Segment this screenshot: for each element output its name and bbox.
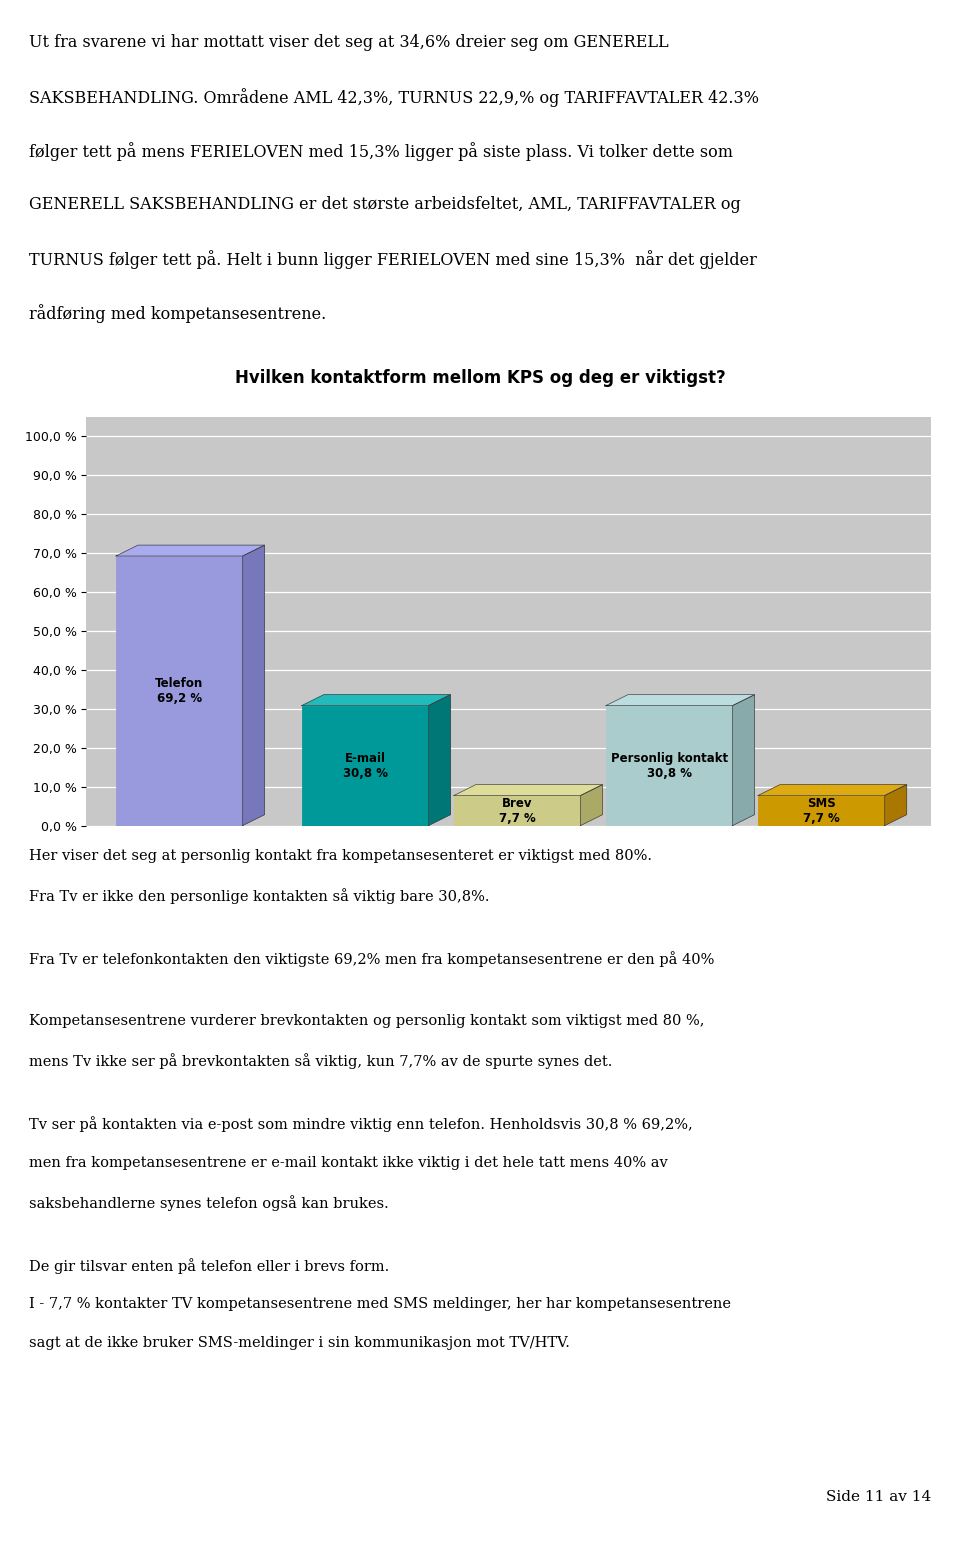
Text: Hvilken kontaktform mellom KPS og deg er viktigst?: Hvilken kontaktform mellom KPS og deg er… <box>234 369 726 387</box>
Text: Ut fra svarene vi har mottatt viser det seg at 34,6% dreier seg om GENERELL: Ut fra svarene vi har mottatt viser det … <box>29 34 668 51</box>
Text: Side 11 av 14: Side 11 av 14 <box>826 1489 931 1504</box>
Bar <box>454 796 581 826</box>
Bar <box>606 705 732 826</box>
Text: Tv ser på kontakten via e-post som mindre viktig enn telefon. Henholdsvis 30,8 %: Tv ser på kontakten via e-post som mindr… <box>29 1117 692 1133</box>
Text: Fra Tv er telefonkontakten den viktigste 69,2% men fra kompetansesentrene er den: Fra Tv er telefonkontakten den viktigste… <box>29 950 714 967</box>
Polygon shape <box>606 694 755 705</box>
Text: Brev
7,7 %: Brev 7,7 % <box>499 796 536 824</box>
Polygon shape <box>454 784 603 796</box>
Text: Telefon
69,2 %: Telefon 69,2 % <box>156 677 204 705</box>
Bar <box>758 796 885 826</box>
Polygon shape <box>885 784 906 826</box>
Bar <box>116 555 243 826</box>
Polygon shape <box>428 694 450 826</box>
Text: saksbehandlerne synes telefon også kan brukes.: saksbehandlerne synes telefon også kan b… <box>29 1194 389 1211</box>
Text: SAKSBEHANDLING. Områdene AML 42,3%, TURNUS 22,9,% og TARIFFAVTALER 42.3%: SAKSBEHANDLING. Områdene AML 42,3%, TURN… <box>29 88 758 106</box>
Text: De gir tilsvar enten på telefon eller i brevs form.: De gir tilsvar enten på telefon eller i … <box>29 1258 389 1273</box>
Text: Personlig kontakt
30,8 %: Personlig kontakt 30,8 % <box>611 751 728 779</box>
Text: men fra kompetansesentrene er e-mail kontakt ikke viktig i det hele tatt mens 40: men fra kompetansesentrene er e-mail kon… <box>29 1156 667 1170</box>
Text: Her viser det seg at personlig kontakt fra kompetansesenteret er viktigst med 80: Her viser det seg at personlig kontakt f… <box>29 849 652 863</box>
Text: SMS
7,7 %: SMS 7,7 % <box>803 796 840 824</box>
Bar <box>301 705 428 826</box>
Text: Kompetansesentrene vurderer brevkontakten og personlig kontakt som viktigst med : Kompetansesentrene vurderer brevkontakte… <box>29 1014 705 1028</box>
Polygon shape <box>243 545 265 826</box>
Text: I - 7,7 % kontakter TV kompetansesentrene med SMS meldinger, her har kompetanses: I - 7,7 % kontakter TV kompetansesentren… <box>29 1298 731 1312</box>
Text: TURNUS følger tett på. Helt i bunn ligger FERIELOVEN med sine 15,3%  når det gje: TURNUS følger tett på. Helt i bunn ligge… <box>29 250 756 268</box>
Text: sagt at de ikke bruker SMS-meldinger i sin kommunikasjon mot TV/HTV.: sagt at de ikke bruker SMS-meldinger i s… <box>29 1336 569 1350</box>
Text: rådføring med kompetansesentrene.: rådføring med kompetansesentrene. <box>29 304 326 322</box>
Polygon shape <box>301 694 450 705</box>
Text: Fra Tv er ikke den personlige kontakten så viktig bare 30,8%.: Fra Tv er ikke den personlige kontakten … <box>29 887 490 904</box>
Polygon shape <box>732 694 755 826</box>
Polygon shape <box>581 784 603 826</box>
Polygon shape <box>116 545 265 555</box>
Text: mens Tv ikke ser på brevkontakten så viktig, kun 7,7% av de spurte synes det.: mens Tv ikke ser på brevkontakten så vik… <box>29 1054 612 1069</box>
Text: GENERELL SAKSBEHANDLING er det største arbeidsfeltet, AML, TARIFFAVTALER og: GENERELL SAKSBEHANDLING er det største a… <box>29 196 740 213</box>
Text: følger tett på mens FERIELOVEN med 15,3% ligger på siste plass. Vi tolker dette : følger tett på mens FERIELOVEN med 15,3%… <box>29 142 732 160</box>
Polygon shape <box>758 784 906 796</box>
Text: E-mail
30,8 %: E-mail 30,8 % <box>343 751 388 779</box>
